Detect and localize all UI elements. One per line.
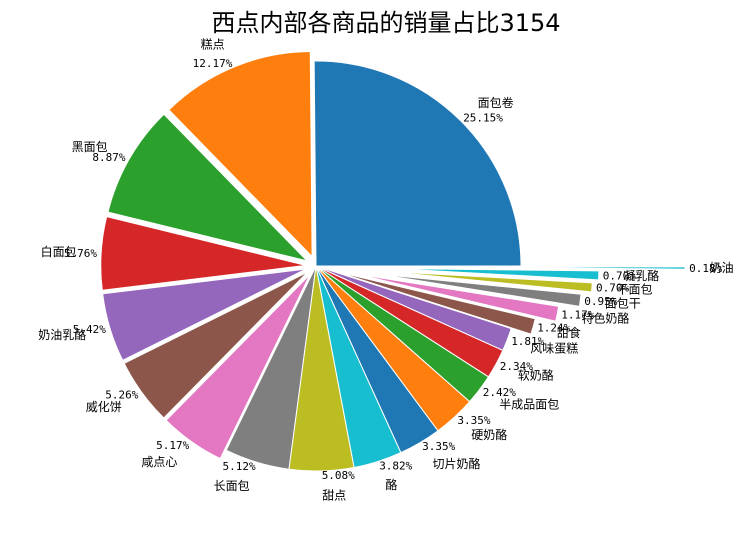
slice-category-label-4: 奶油乳酪	[38, 327, 86, 342]
slice-category-label-10: 切片奶酪	[433, 456, 481, 471]
slice-pct-label-5: 5.26%	[105, 389, 138, 402]
pie-labels: 25.15%面包卷12.17%糕点8.87%黑面包5.76%白面包5.42%奶油…	[38, 37, 733, 502]
slice-category-label-6: 咸点心	[141, 455, 177, 469]
pie-slice-18	[387, 271, 593, 293]
slice-category-label-11: 硬奶酪	[471, 427, 507, 442]
pie-slice-6	[165, 274, 311, 460]
slice-category-label-17: 面包干	[605, 297, 641, 311]
pie-slice-2	[107, 113, 309, 262]
pie-slice-16	[356, 273, 560, 322]
pie-slice-15	[335, 271, 536, 335]
slice-pct-label-3: 5.76%	[64, 247, 97, 260]
slice-pct-label-2: 8.87%	[92, 151, 125, 164]
slice-category-label-12: 半成品面包	[499, 397, 559, 411]
slice-category-label-20: 奶油	[710, 261, 734, 275]
slice-pct-label-17: 0.95%	[584, 295, 617, 308]
slice-category-label-14: 风味蛋糕	[530, 341, 578, 355]
slice-category-label-1: 糕点	[201, 37, 225, 51]
slice-pct-label-16: 1.17%	[561, 309, 594, 322]
pie-slices	[100, 51, 686, 472]
slice-pct-label-12: 2.42%	[483, 386, 516, 399]
pie-slice-19	[393, 268, 600, 281]
slice-pct-label-18: 0.70%	[596, 282, 629, 295]
slice-pct-label-14: 1.81%	[511, 335, 544, 348]
slice-pct-label-1: 12.17%	[193, 57, 233, 70]
slice-category-label-3: 白面包	[41, 244, 77, 259]
slice-category-label-5: 威化饼	[86, 400, 122, 414]
slice-category-label-2: 黑面包	[72, 140, 108, 154]
pie-slice-3	[100, 216, 306, 291]
slice-pct-label-15: 1.24%	[537, 322, 570, 335]
slice-pct-label-9: 3.82%	[379, 459, 412, 472]
slice-pct-label-8: 5.08%	[322, 469, 355, 482]
slice-pct-label-7: 5.12%	[222, 460, 255, 473]
slice-category-label-19: 凝乳酪	[623, 268, 659, 283]
slice-pct-label-20: 0.18%	[689, 262, 722, 275]
slice-category-label-8: 甜点	[322, 489, 346, 503]
pie-slice-20	[479, 266, 686, 270]
pie-slice-4	[102, 268, 307, 361]
slice-pct-label-0: 25.15%	[463, 112, 503, 125]
slice-pct-label-13: 2.34%	[500, 360, 533, 373]
slice-pct-label-6: 5.17%	[156, 439, 189, 452]
pie-slice-14	[315, 265, 512, 352]
chart-title: 西点内部各商品的销量占比3154	[211, 9, 560, 37]
slice-category-label-18: 干面包	[617, 282, 653, 296]
slice-category-label-13: 软奶酪	[518, 368, 554, 383]
pie-slice-5	[123, 271, 309, 419]
pie-slice-0	[313, 60, 522, 267]
slice-category-label-7: 长面包	[214, 479, 250, 493]
slice-pct-label-19: 0.70%	[603, 270, 636, 283]
slice-category-label-15: 甜食	[557, 325, 581, 340]
slice-category-label-0: 面包卷	[478, 95, 514, 110]
pie-slice-1	[168, 51, 313, 258]
slice-category-label-9: 酪	[385, 477, 397, 492]
slice-pct-label-11: 3.35%	[457, 414, 490, 427]
slice-pct-label-10: 3.35%	[422, 440, 455, 453]
slice-pct-label-4: 5.42%	[73, 323, 106, 336]
slice-category-label-16: 特色奶酪	[581, 311, 629, 326]
pie-slice-17	[376, 273, 582, 307]
